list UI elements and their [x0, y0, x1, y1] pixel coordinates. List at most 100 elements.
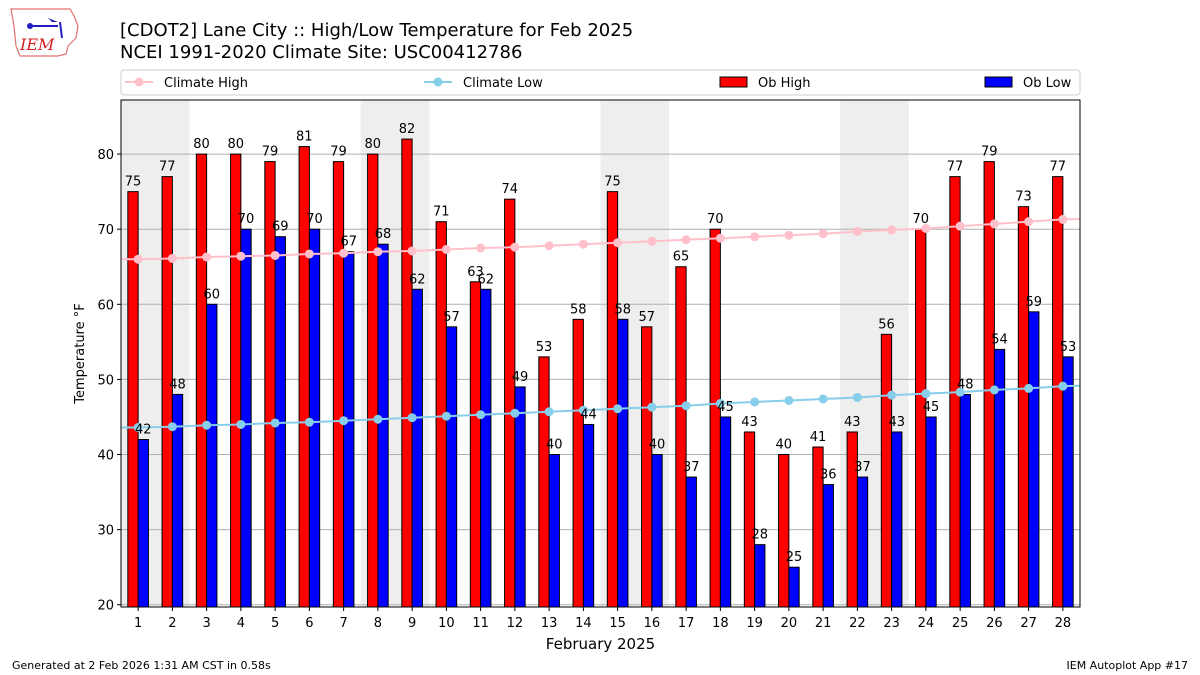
ob-low-bar — [137, 439, 149, 608]
ob-high-label: 75 — [125, 175, 142, 190]
ob-low-bar — [617, 318, 629, 608]
ob-low-label: 48 — [169, 377, 186, 392]
ob-low-bar — [959, 393, 971, 608]
ob-low-bar — [411, 288, 423, 608]
x-tick-label: 13 — [541, 616, 558, 631]
climate-high-marker — [715, 233, 725, 243]
legend-marker-swatch — [134, 77, 144, 87]
ob-low-bar — [822, 484, 834, 608]
climate-low-marker — [544, 407, 554, 417]
climate-low-marker — [989, 385, 999, 395]
x-tick-label: 1 — [134, 616, 142, 631]
x-tick-label: 27 — [1020, 616, 1037, 631]
y-tick-label: 60 — [97, 298, 114, 313]
climate-low-marker — [441, 411, 451, 421]
ob-low-bar — [685, 476, 697, 608]
climate-high-marker — [544, 241, 554, 251]
ob-low-bar — [480, 288, 492, 608]
x-tick-label: 24 — [918, 616, 935, 631]
ob-low-label: 40 — [649, 438, 666, 453]
ob-low-bar — [206, 303, 218, 608]
climate-high-marker — [613, 238, 623, 248]
legend-label: Ob High — [758, 76, 811, 91]
ob-high-label: 82 — [399, 122, 416, 137]
ob-low-label: 53 — [1060, 340, 1077, 355]
ob-high-label: 77 — [159, 160, 176, 175]
x-tick-label: 6 — [305, 616, 313, 631]
climate-high-marker — [133, 254, 143, 264]
climate-high-marker — [647, 236, 657, 246]
ob-high-bar — [469, 281, 482, 608]
x-tick-label: 26 — [986, 616, 1003, 631]
climate-low-marker — [1024, 383, 1034, 393]
ob-low-label: 69 — [272, 220, 289, 235]
ob-low-label: 58 — [615, 302, 632, 317]
ob-high-bar — [332, 161, 345, 608]
ob-low-label: 43 — [889, 415, 906, 430]
ob-low-label: 45 — [717, 400, 734, 415]
ob-low-label: 68 — [375, 227, 392, 242]
ob-high-label: 43 — [741, 415, 758, 430]
climate-low-marker — [304, 417, 314, 427]
climate-low-marker — [407, 413, 417, 423]
ob-high-label: 70 — [707, 212, 724, 227]
ob-high-label: 79 — [330, 145, 347, 160]
climate-low-marker — [270, 418, 280, 428]
y-tick-label: 50 — [97, 373, 114, 388]
footer-app: IEM Autoplot App #17 — [1066, 659, 1189, 672]
climate-low-marker — [784, 395, 794, 405]
climate-high-marker — [578, 239, 588, 249]
climate-low-marker — [202, 420, 212, 430]
ob-low-bar — [1062, 356, 1074, 608]
x-tick-label: 19 — [746, 616, 763, 631]
climate-high-marker — [304, 249, 314, 259]
ob-high-label: 70 — [912, 212, 929, 227]
climate-low-marker — [715, 398, 725, 408]
climate-high-marker — [476, 243, 486, 253]
y-tick-label: 80 — [97, 148, 114, 163]
ob-high-bar — [538, 356, 550, 608]
x-tick-label: 22 — [849, 616, 866, 631]
climate-low-marker — [476, 410, 486, 420]
climate-low-line — [121, 384, 1081, 429]
x-tick-label: 23 — [883, 616, 900, 631]
x-tick-label: 15 — [609, 616, 626, 631]
climate-high-marker — [784, 230, 794, 240]
ob-high-bar — [401, 138, 413, 608]
ob-low-bar — [1028, 311, 1040, 608]
x-tick-label: 28 — [1055, 616, 1072, 631]
x-tick-label: 25 — [952, 616, 969, 631]
ob-low-bar — [240, 228, 252, 608]
climate-low-marker — [852, 392, 862, 402]
ob-low-bar — [754, 544, 766, 608]
x-tick-label: 5 — [271, 616, 279, 631]
climate-high-marker — [339, 248, 349, 258]
ob-low-bar — [719, 416, 732, 608]
climate-low-marker — [373, 414, 383, 424]
ob-low-bar — [891, 431, 903, 608]
ob-high-label: 75 — [604, 175, 621, 190]
climate-high-marker — [373, 247, 383, 257]
y-tick-label: 20 — [97, 599, 114, 614]
ob-low-label: 48 — [957, 377, 974, 392]
ob-high-label: 77 — [1049, 160, 1066, 175]
ob-low-bar — [582, 423, 595, 608]
y-tick-label: 70 — [97, 223, 114, 238]
climate-low-marker — [818, 394, 828, 404]
climate-low-marker — [613, 404, 623, 414]
climate-high-marker — [1058, 214, 1068, 224]
x-tick-label: 18 — [712, 616, 729, 631]
x-tick-label: 9 — [408, 616, 416, 631]
ob-low-label: 42 — [135, 423, 152, 438]
ob-low-bar — [548, 454, 560, 608]
ob-high-label: 80 — [193, 137, 210, 152]
ob-low-label: 25 — [786, 550, 803, 565]
climate-high-marker — [681, 235, 691, 245]
ob-low-label: 28 — [752, 528, 769, 543]
legend-bar-swatch — [719, 76, 748, 88]
ob-low-label: 37 — [683, 460, 700, 475]
ob-low-bar — [925, 416, 937, 608]
ob-low-label: 49 — [512, 370, 529, 385]
climate-high-marker — [921, 223, 931, 233]
